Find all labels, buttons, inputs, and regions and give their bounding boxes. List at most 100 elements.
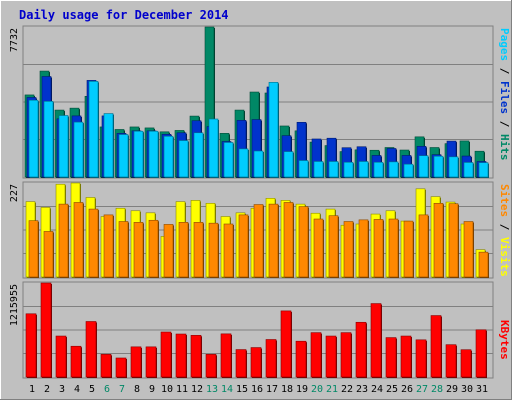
bar-kbytes xyxy=(400,335,412,378)
x-tick-label: 1 xyxy=(29,384,35,395)
x-tick-label: 30 xyxy=(461,384,473,395)
bar-pages xyxy=(388,161,399,178)
side-label-hits: Hits xyxy=(498,134,511,161)
bar-sites xyxy=(208,222,219,278)
bar-kbytes xyxy=(40,282,52,378)
bar-kbytes xyxy=(325,335,337,378)
panel-visits-sites: 227 Sites / Visits xyxy=(9,181,511,279)
bar-pages xyxy=(343,161,354,178)
bar-kbytes xyxy=(355,321,367,378)
x-tick-label: 2 xyxy=(44,384,50,395)
bar-sites xyxy=(403,220,414,278)
bar-sites xyxy=(313,218,324,278)
chart-title: Daily usage for December 2014 xyxy=(19,8,229,22)
bar-sites xyxy=(28,220,39,278)
bar-pages xyxy=(283,151,294,178)
bar-pages xyxy=(253,150,264,178)
x-tick-label: 25 xyxy=(386,384,398,395)
bar-pages xyxy=(178,140,189,178)
bar-sites xyxy=(373,219,384,278)
side-label-slash: / xyxy=(498,217,511,237)
bar-kbytes xyxy=(310,332,322,378)
bar-kbytes xyxy=(415,339,427,378)
side-label-sites: Sites xyxy=(498,184,511,217)
bar-kbytes xyxy=(220,333,232,378)
bar-pages xyxy=(433,155,444,178)
bar-kbytes xyxy=(340,332,352,378)
bar-pages xyxy=(163,135,174,178)
x-tick-label: 4 xyxy=(74,384,80,395)
x-axis-labels: 1 2 3 4 5 6 7 8 9 10 11 12 13 14 15 16 17 18 19 20 21 22 23 24 2… xyxy=(29,384,488,395)
bar-sites xyxy=(163,224,174,278)
bar-sites xyxy=(328,215,339,278)
bar-kbytes xyxy=(100,354,112,378)
bar-sites xyxy=(148,219,159,278)
bar-sites xyxy=(343,221,354,278)
bar-pages xyxy=(28,99,39,178)
panel-bottom-bars xyxy=(25,282,487,378)
x-tick-label: 15 xyxy=(236,384,248,395)
bar-pages xyxy=(88,81,99,178)
bar-pages xyxy=(148,130,159,178)
bar-pages xyxy=(328,161,339,178)
side-label-pages: Pages xyxy=(498,28,511,61)
bar-sites xyxy=(463,221,474,278)
bar-pages xyxy=(268,82,279,178)
bar-sites xyxy=(253,204,264,278)
bar-sites xyxy=(43,231,54,278)
bar-sites xyxy=(88,208,99,278)
bar-sites xyxy=(58,203,69,278)
bar-pages xyxy=(403,163,414,178)
bar-pages xyxy=(373,161,384,178)
bar-pages xyxy=(103,113,114,178)
x-tick-label: 8 xyxy=(134,384,140,395)
x-tick-label: 5 xyxy=(89,384,95,395)
bar-sites xyxy=(133,222,144,278)
bar-sites xyxy=(358,219,369,278)
side-label-slash: / xyxy=(498,61,511,81)
bar-kbytes xyxy=(85,321,97,378)
bar-kbytes xyxy=(130,346,142,378)
bar-kbytes xyxy=(190,335,202,378)
bar-pages xyxy=(133,130,144,178)
panel-top-bars xyxy=(24,26,489,178)
side-label-visits: Visits xyxy=(498,237,511,277)
x-tick-label: 21 xyxy=(326,384,338,395)
side-label-slash: / xyxy=(498,114,511,134)
bar-kbytes xyxy=(295,340,307,378)
bar-kbytes xyxy=(280,310,292,378)
bar-kbytes xyxy=(205,354,217,378)
bar-sites xyxy=(223,223,234,278)
bar-pages xyxy=(463,162,474,178)
bar-kbytes xyxy=(265,339,277,378)
bar-pages xyxy=(223,142,234,178)
bar-sites xyxy=(388,218,399,278)
x-tick-label: 3 xyxy=(59,384,65,395)
x-tick-label: 22 xyxy=(341,384,353,395)
x-tick-label: 26 xyxy=(401,384,413,395)
x-tick-label: 13 xyxy=(206,384,218,395)
panel-hits-files-pages: 7732 Pages / Files / Hits xyxy=(9,25,511,179)
bar-sites xyxy=(478,251,489,278)
bar-kbytes xyxy=(115,357,127,378)
x-tick-label: 20 xyxy=(311,384,323,395)
bar-pages xyxy=(418,155,429,178)
bar-sites xyxy=(178,222,189,278)
bar-kbytes xyxy=(235,349,247,378)
panel-bottom-ymax-label: 1215955 xyxy=(9,284,20,326)
bar-sites xyxy=(118,221,129,278)
bar-pages xyxy=(73,121,84,178)
bar-sites xyxy=(433,202,444,278)
bar-sites xyxy=(238,214,249,278)
bar-sites xyxy=(193,222,204,278)
bar-sites xyxy=(298,206,309,278)
bar-kbytes xyxy=(145,346,157,378)
bar-pages xyxy=(118,134,129,178)
bar-pages xyxy=(208,118,219,178)
bar-pages xyxy=(298,160,309,178)
x-tick-label: 16 xyxy=(251,384,263,395)
panel-mid-side-label: Sites / Visits xyxy=(498,184,511,277)
bar-kbytes xyxy=(445,344,457,378)
x-tick-label: 14 xyxy=(221,384,233,395)
